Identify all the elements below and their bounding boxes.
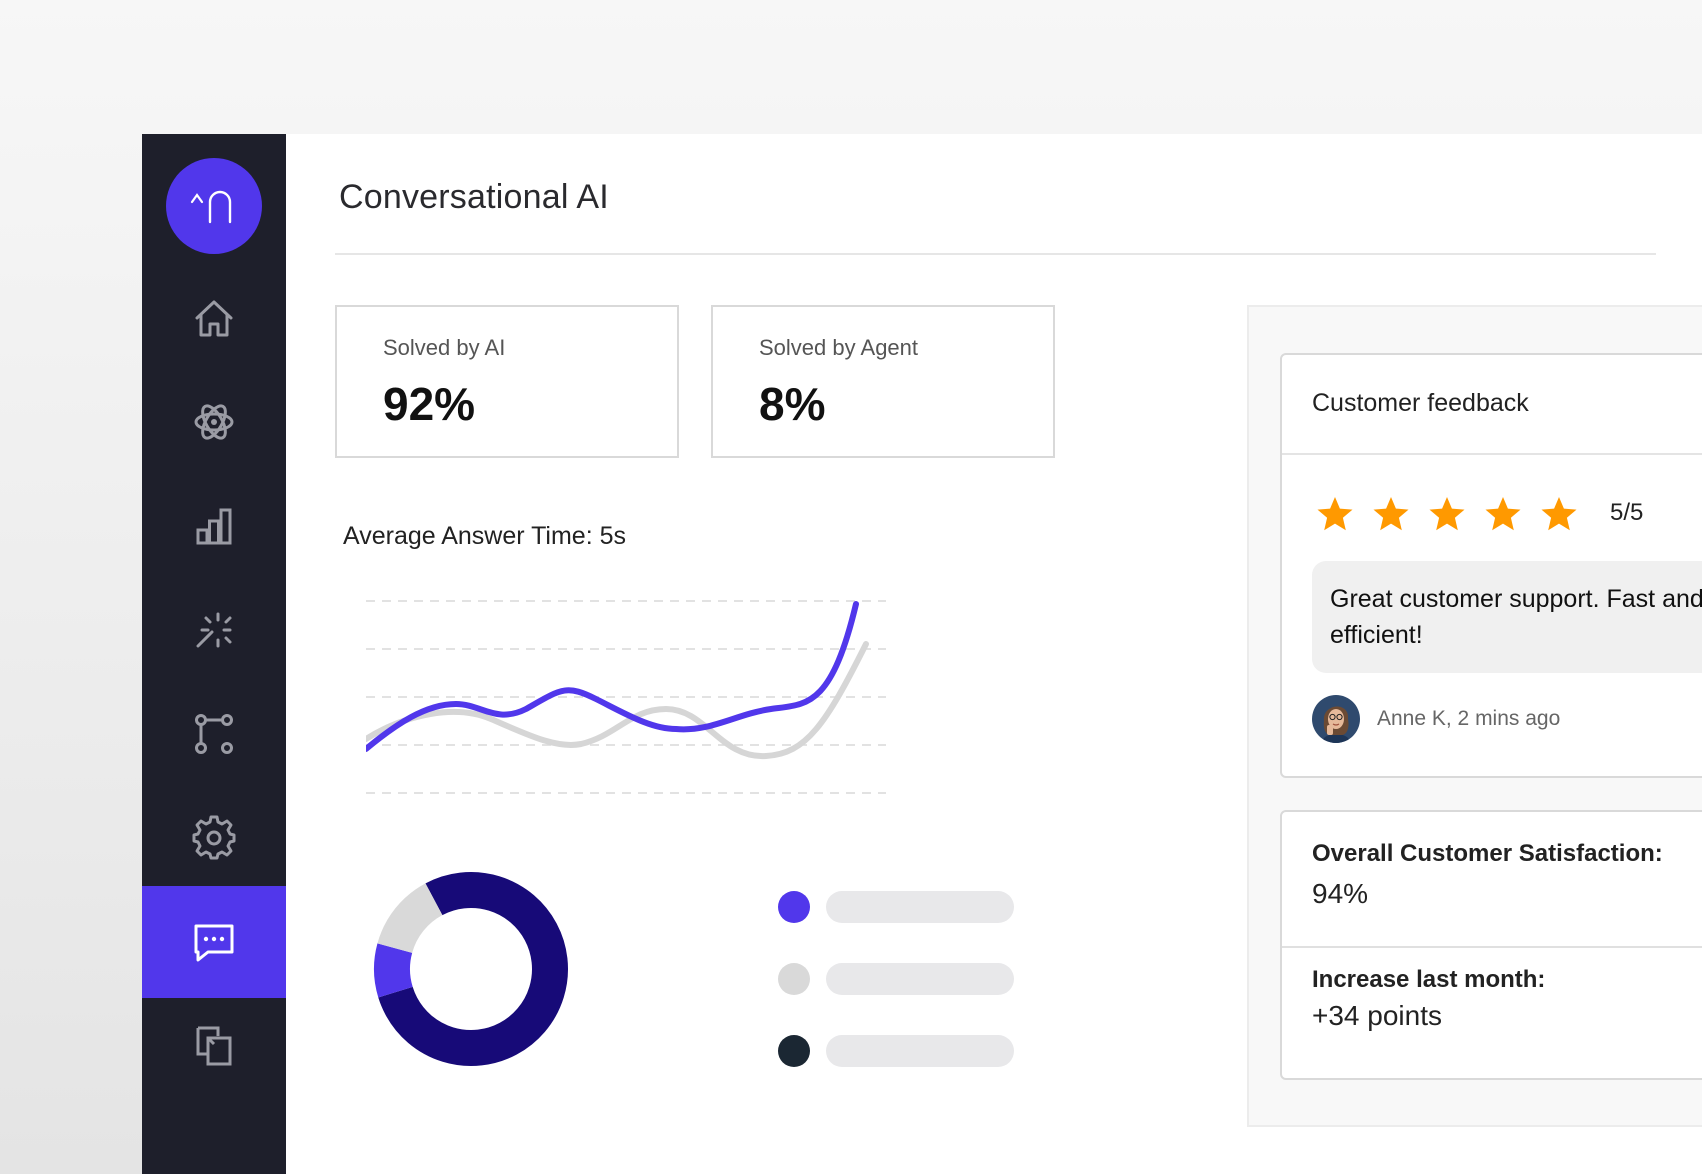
branch-icon: [195, 714, 233, 754]
star-rating: [1316, 495, 1578, 535]
feedback-comment: Great customer support. Fast and efficie…: [1312, 561, 1702, 673]
atom-icon: [194, 404, 234, 440]
chart-gridlines: [366, 600, 886, 794]
star-icon: [1541, 497, 1577, 531]
stat-label: Solved by AI: [383, 335, 506, 360]
star-icon: [1317, 497, 1353, 531]
logo[interactable]: [166, 158, 262, 254]
bar-chart-icon: [196, 508, 232, 545]
legend-dot: [778, 891, 810, 923]
feedback-panel: Customer feedback 5/5 Great customer sup…: [1247, 305, 1702, 1127]
sidebar-item-ai[interactable]: [142, 366, 286, 478]
series-line-secondary: [366, 641, 869, 760]
logo-icon: [190, 190, 232, 224]
feedback-header[interactable]: Customer feedback: [1282, 355, 1702, 455]
overall-satisfaction-value: 94%: [1312, 878, 1369, 909]
legend-placeholder-bar: [826, 963, 1014, 995]
satisfaction-card: Overall Customer Satisfaction: 94% Incre…: [1280, 810, 1702, 1080]
legend-dot: [778, 963, 810, 995]
stat-card-agent: Solved by Agent 8%: [711, 305, 1055, 458]
stat-card-ai: Solved by AI 92%: [335, 305, 679, 458]
magic-wand-icon: [196, 612, 232, 648]
header-divider: [335, 253, 1656, 255]
legend-dot: [778, 1035, 810, 1067]
stat-value: 8%: [759, 378, 826, 430]
chart-title: Average Answer Time: 5s: [343, 522, 627, 550]
sidebar-item-copy[interactable]: [142, 990, 286, 1102]
app-window: Conversational AI Solved by AI 92% Solve…: [142, 134, 1702, 1174]
sidebar-item-analytics[interactable]: [142, 470, 286, 582]
page-title: Conversational AI: [339, 178, 609, 216]
donut-segment: [374, 871, 568, 1066]
sidebar-item-home[interactable]: [142, 262, 286, 374]
legend-placeholder-bar: [826, 1035, 1014, 1067]
chat-icon: [194, 924, 234, 962]
answer-time-chart: [366, 600, 886, 794]
feedback-author: Anne K, 2 mins ago: [1377, 707, 1561, 730]
satisfaction-divider: [1282, 946, 1702, 948]
customer-feedback-card: Customer feedback 5/5 Great customer sup…: [1280, 353, 1702, 778]
star-icon: [1429, 497, 1465, 531]
legend-placeholder-bar: [826, 891, 1014, 923]
series-line-primary: [366, 601, 859, 752]
home-icon: [195, 300, 233, 337]
star-icon: [1373, 497, 1409, 531]
distribution-donut: [374, 871, 568, 1066]
copy-icon: [196, 1026, 232, 1066]
stat-label: Solved by Agent: [759, 335, 919, 360]
gear-icon: [192, 815, 236, 860]
stat-value: 92%: [383, 378, 476, 430]
sidebar: [142, 134, 286, 1174]
sidebar-item-settings[interactable]: [142, 782, 286, 894]
rating-text: 5/5: [1610, 499, 1644, 526]
feedback-title: Customer feedback: [1312, 389, 1529, 417]
main-content: Conversational AI Solved by AI 92% Solve…: [286, 134, 1702, 1174]
increase-label: Increase last month:: [1312, 966, 1546, 993]
overall-satisfaction-label: Overall Customer Satisfaction:: [1312, 840, 1663, 867]
avatar-image: [1312, 695, 1360, 743]
increase-value: +34 points: [1312, 1000, 1442, 1031]
sidebar-item-flows[interactable]: [142, 678, 286, 790]
avatar: [1312, 695, 1360, 743]
sidebar-item-magic[interactable]: [142, 574, 286, 686]
sidebar-item-conversations[interactable]: [142, 886, 286, 998]
star-icon: [1485, 497, 1521, 531]
